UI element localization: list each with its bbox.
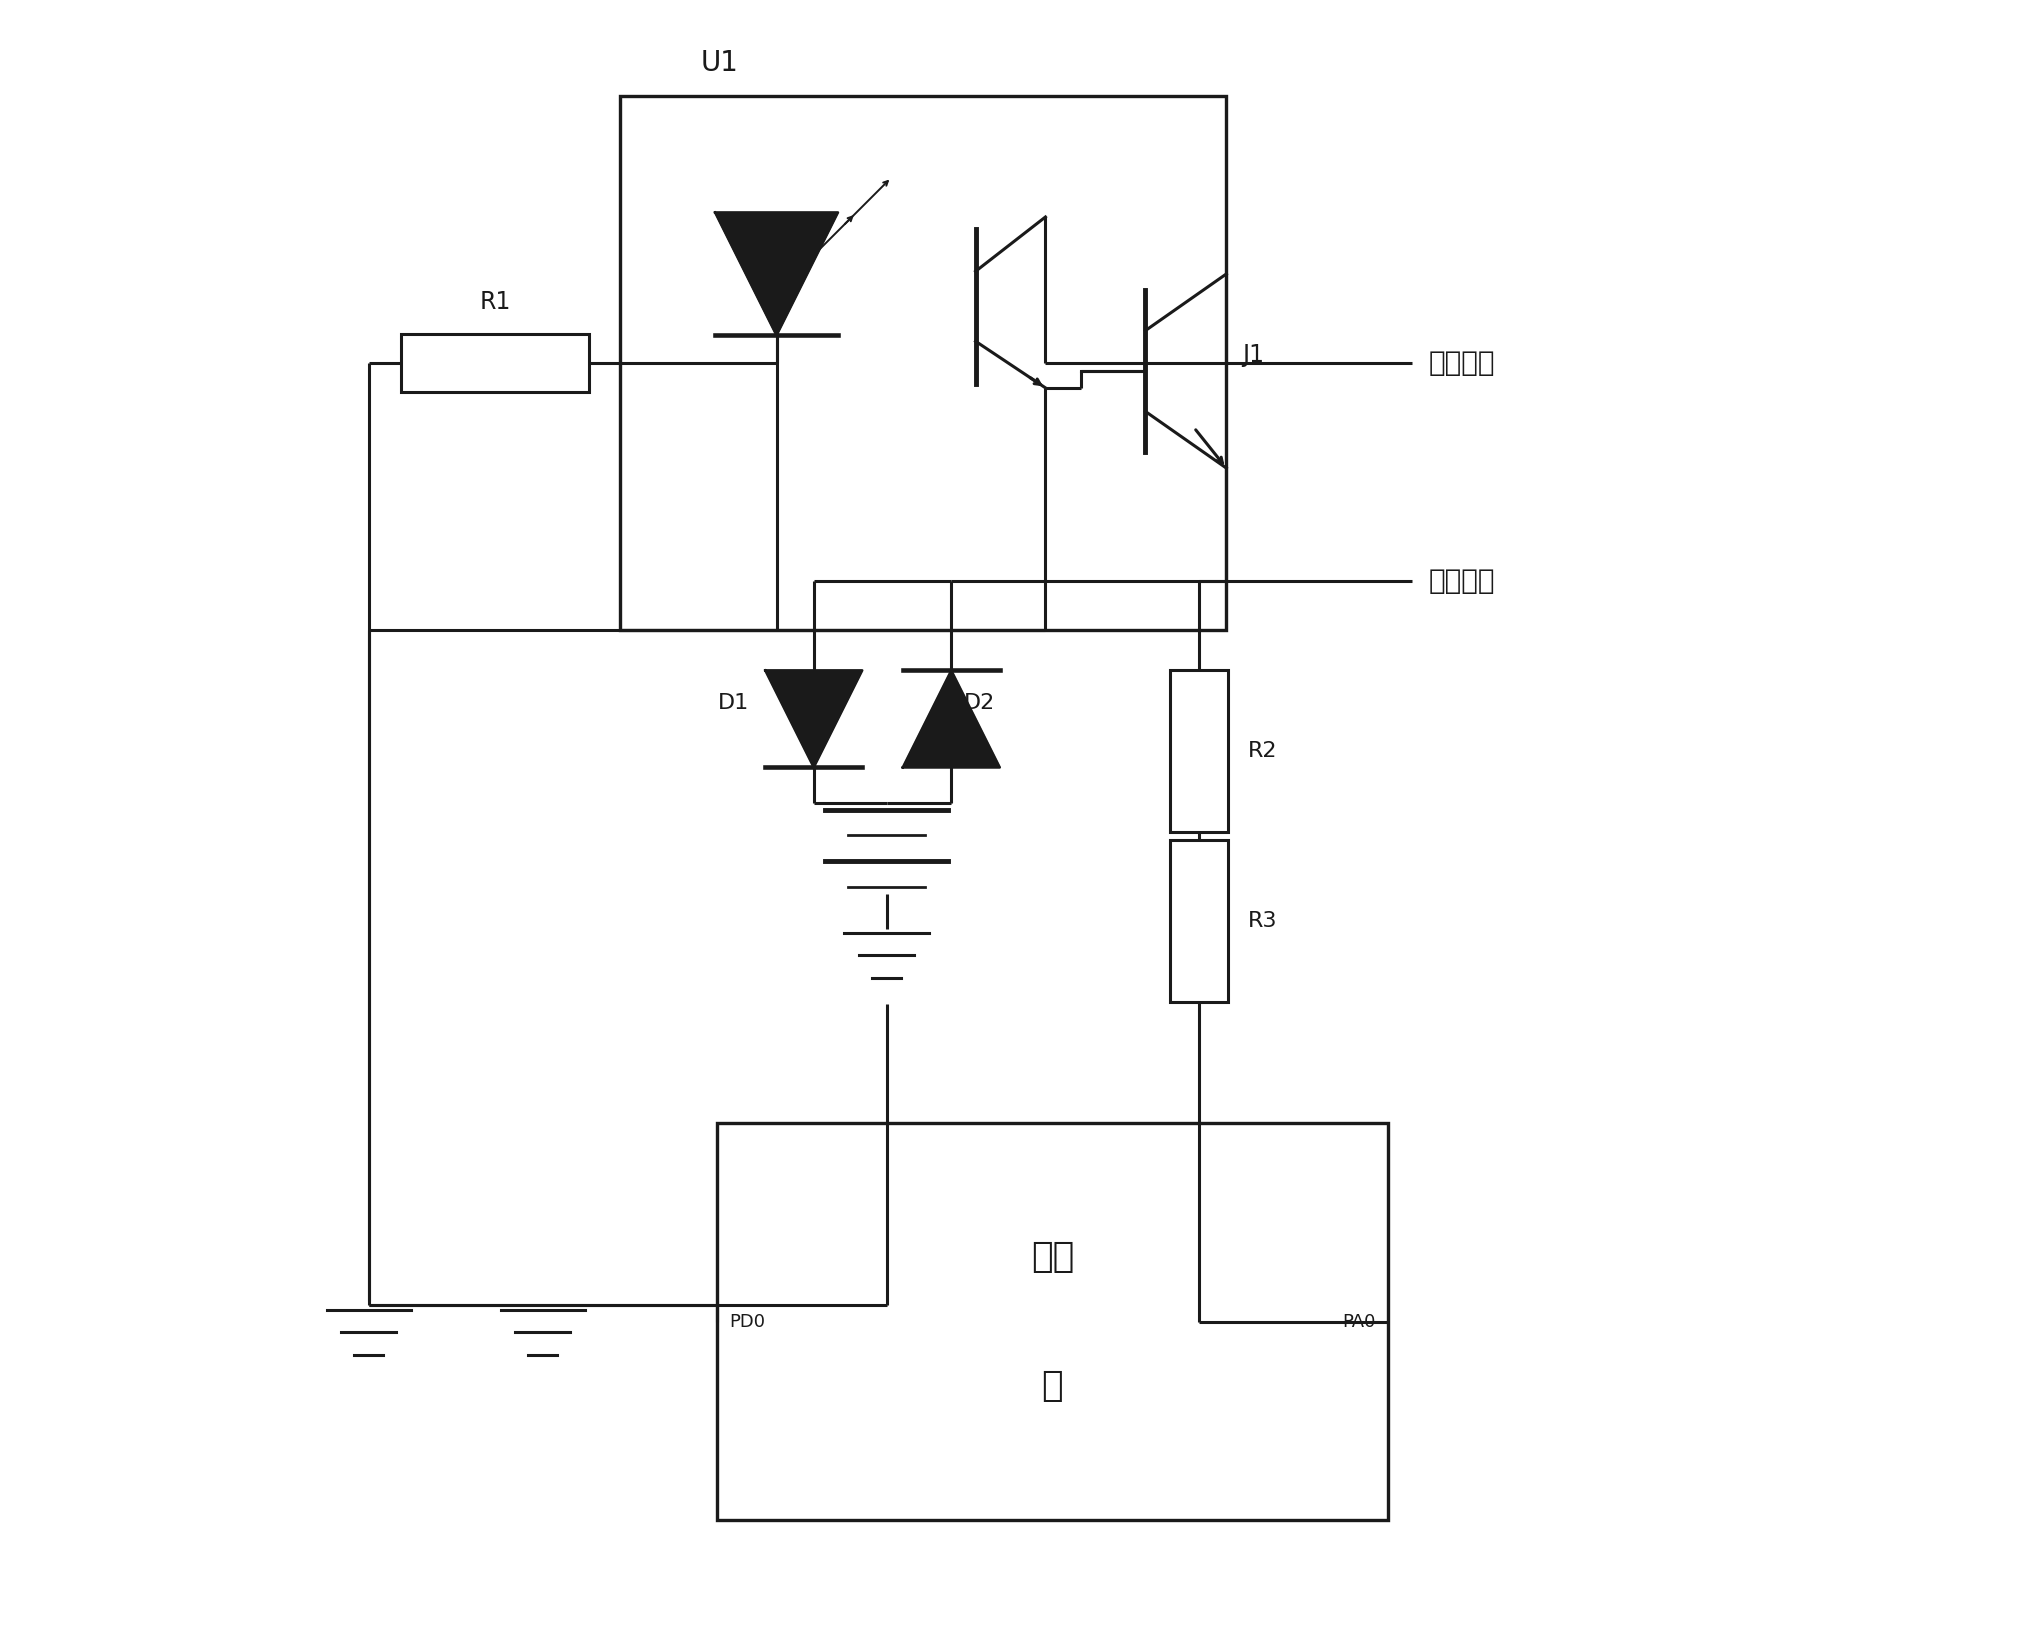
Bar: [1170, 840, 1227, 1002]
Text: D1: D1: [717, 692, 750, 713]
Text: 机: 机: [1042, 1369, 1063, 1404]
Bar: [400, 335, 589, 392]
Text: R2: R2: [1248, 741, 1276, 761]
Text: D2: D2: [965, 692, 996, 713]
Polygon shape: [766, 671, 862, 767]
Bar: [1170, 671, 1227, 832]
Text: R3: R3: [1248, 911, 1276, 932]
Text: 单片: 单片: [1030, 1240, 1075, 1275]
Text: 输出电压: 输出电压: [1428, 568, 1496, 596]
Text: PD0: PD0: [729, 1312, 766, 1330]
Bar: [620, 96, 1227, 630]
Bar: [717, 1123, 1388, 1519]
Text: 充电电源: 充电电源: [1428, 349, 1496, 377]
Polygon shape: [902, 671, 1000, 767]
Text: J1: J1: [1242, 343, 1264, 367]
Text: R1: R1: [480, 290, 510, 315]
Text: PA0: PA0: [1341, 1312, 1376, 1330]
Text: U1: U1: [701, 49, 738, 77]
Polygon shape: [715, 212, 837, 336]
